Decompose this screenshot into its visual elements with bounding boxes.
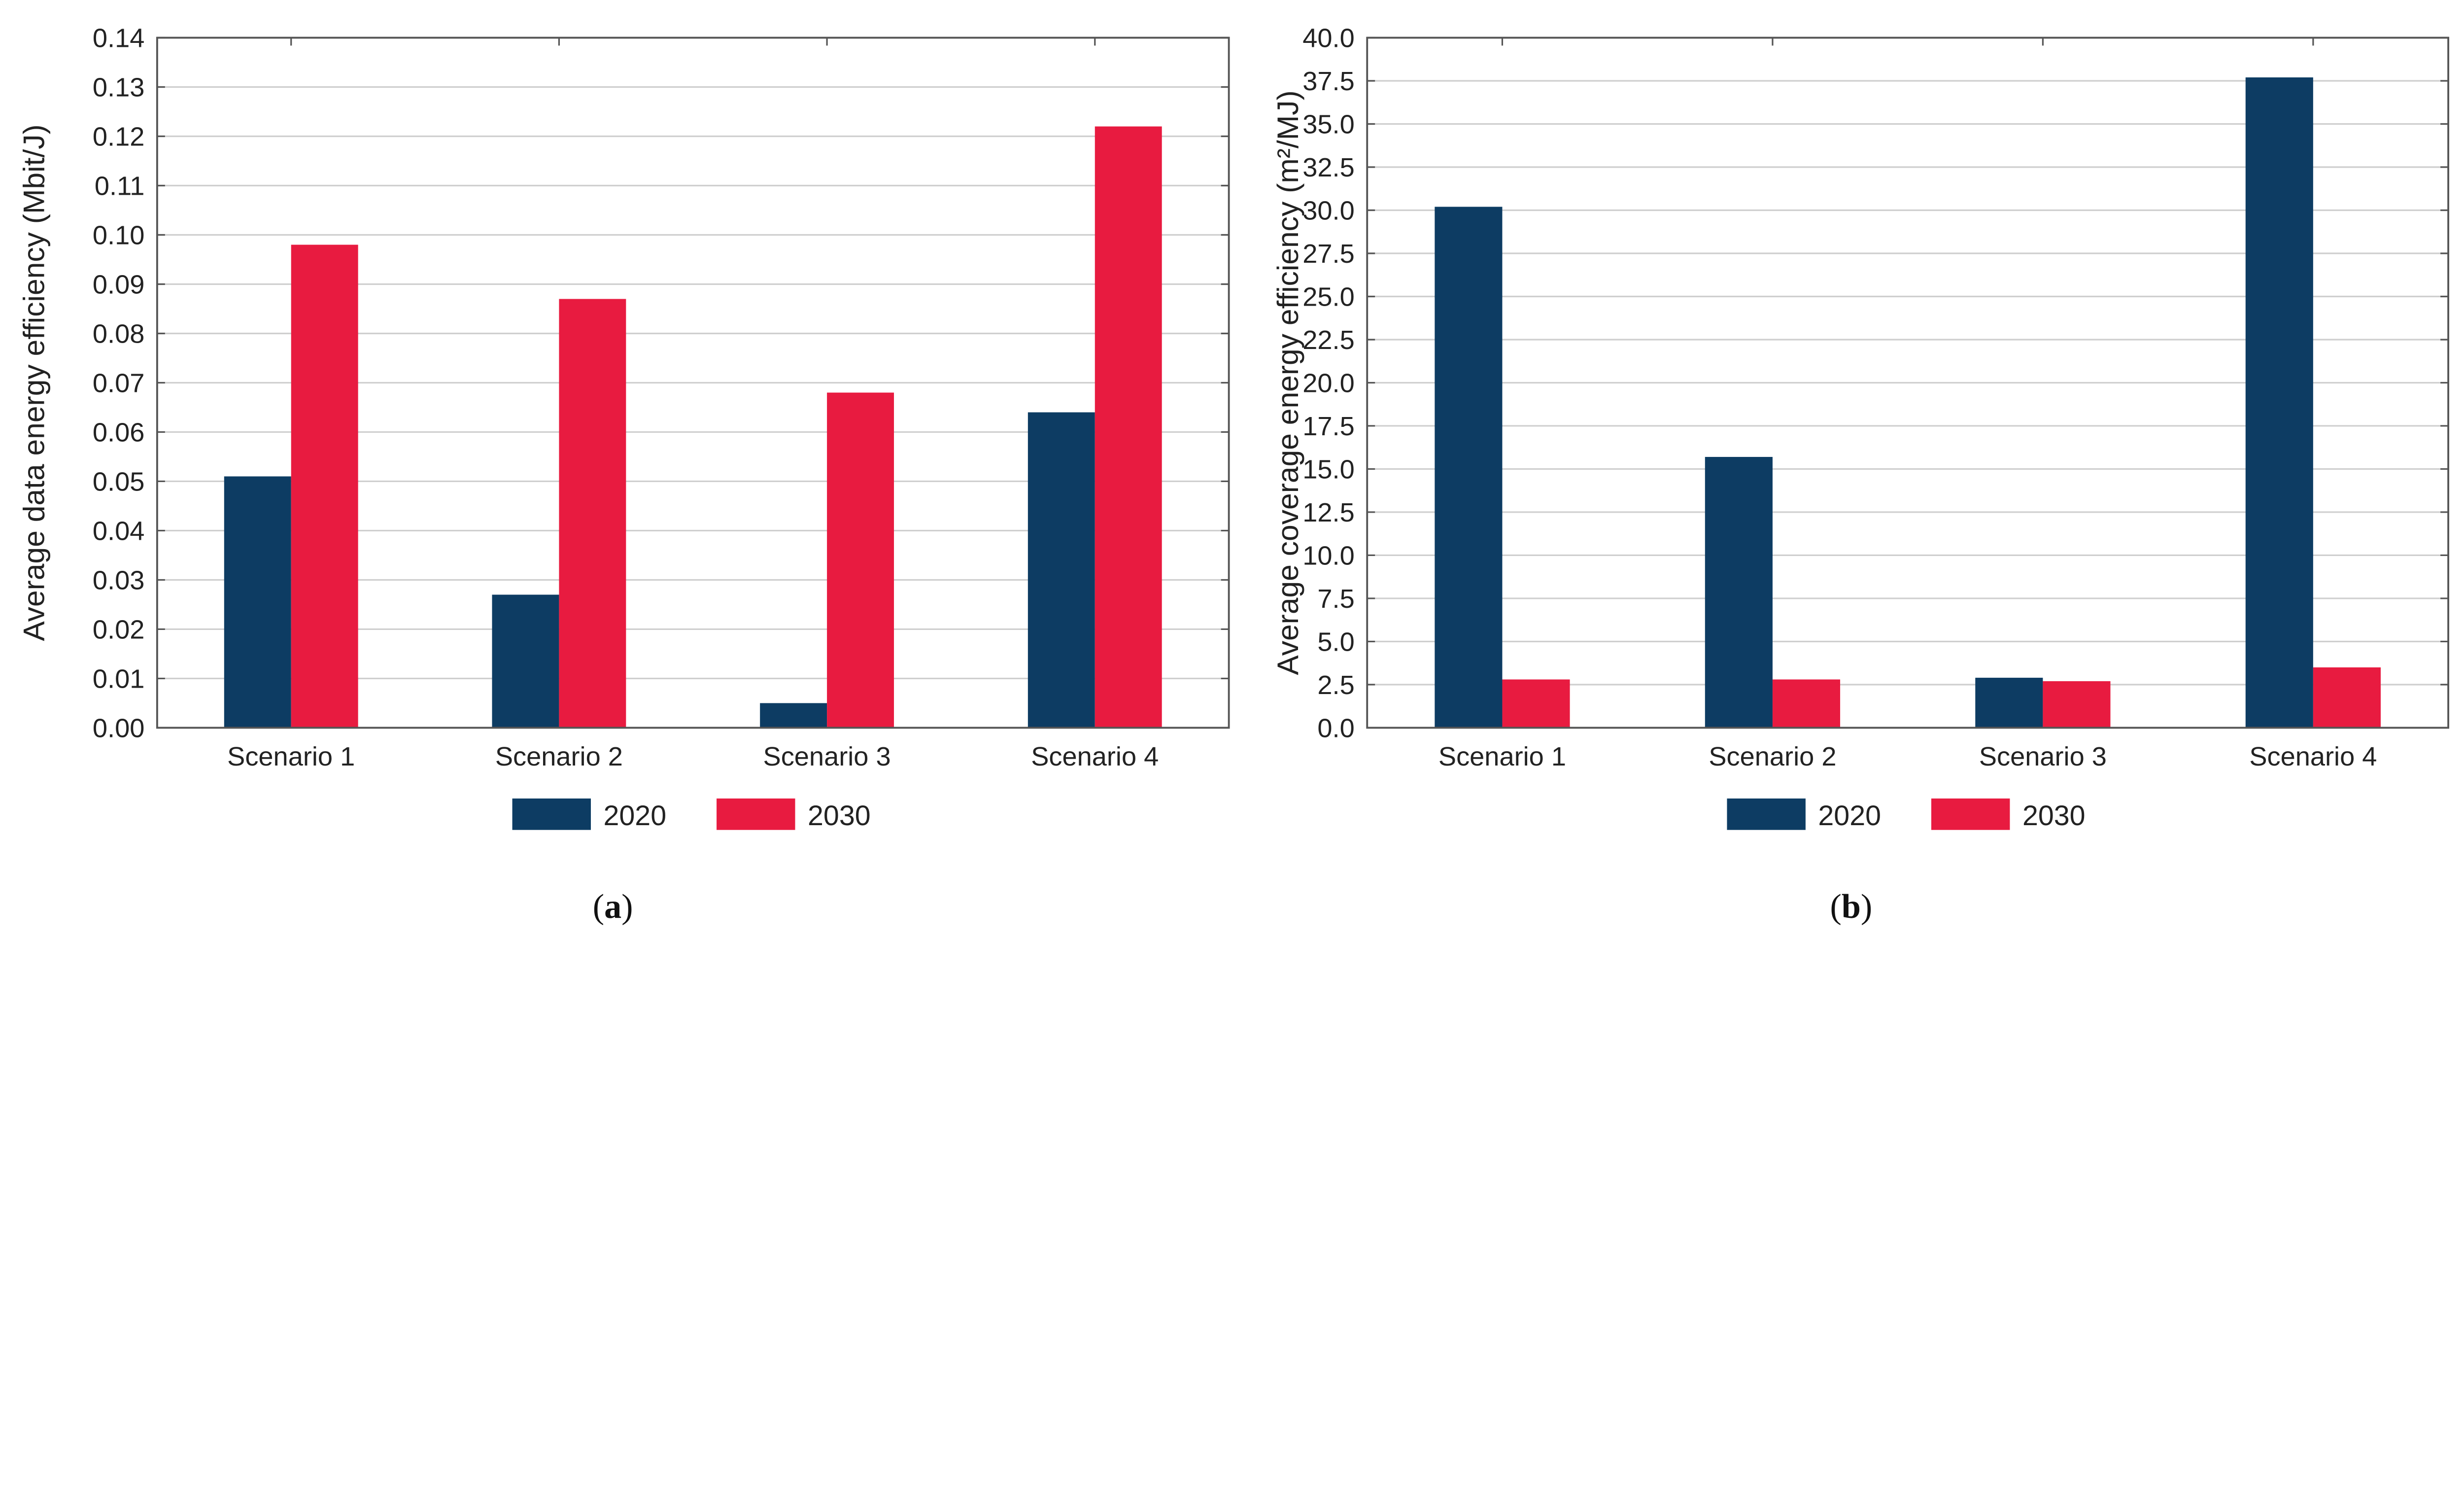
y-tick-label: 2.5 — [1317, 670, 1354, 700]
bar-2030-1 — [1502, 679, 1570, 728]
y-tick-label: 0.00 — [93, 714, 144, 743]
legend-label: 2020 — [603, 800, 666, 832]
bar-2030-1 — [291, 244, 358, 728]
bar-2030-3 — [827, 392, 894, 728]
y-tick-label: 0.08 — [93, 319, 144, 349]
x-tick-label: Scenario 2 — [1709, 742, 1836, 771]
y-tick-label: 0.06 — [93, 418, 144, 448]
panel-caption: (a) — [593, 887, 633, 926]
y-tick-label: 0.12 — [93, 122, 144, 152]
y-tick-label: 22.5 — [1302, 325, 1354, 355]
y-tick-label: 0.11 — [95, 172, 144, 201]
x-tick-label: Scenario 3 — [1979, 742, 2107, 771]
x-tick-label: Scenario 3 — [763, 742, 891, 771]
bar-2020-2 — [492, 594, 559, 728]
y-tick-label: 0.05 — [93, 467, 144, 497]
bar-2020-4 — [2245, 77, 2313, 728]
y-tick-label: 25.0 — [1302, 282, 1354, 312]
legend-swatch-2020 — [1727, 798, 1806, 830]
y-tick-label: 10.0 — [1302, 541, 1354, 571]
y-tick-label: 37.5 — [1302, 67, 1354, 96]
y-tick-label: 15.0 — [1302, 455, 1354, 485]
y-tick-label: 0.03 — [93, 566, 144, 595]
legend-label: 2030 — [2022, 800, 2086, 832]
bar-2030-2 — [1772, 679, 1841, 728]
y-tick-label: 32.5 — [1302, 153, 1354, 182]
bar-2030-3 — [2043, 681, 2111, 728]
y-tick-label: 12.5 — [1302, 498, 1354, 527]
y-axis-label: Average data energy efficiency (Mbit/J) — [17, 124, 50, 641]
y-tick-label: 0.13 — [93, 73, 144, 103]
plot-frame — [1366, 36, 2450, 729]
y-tick-label: 0.07 — [93, 369, 144, 398]
figure: 0.00 0.01 0.02 0.03 0.04 0.05 0.06 0.07 0.08 0.09… — [17, 24, 2450, 926]
y-tick-label: 40.0 — [1302, 24, 1354, 53]
panel-caption: (b) — [1830, 887, 1873, 926]
y-tick-label: 5.0 — [1317, 627, 1354, 657]
y-tick-label: 20.0 — [1302, 369, 1354, 398]
x-tick-label: Scenario 4 — [1031, 742, 1159, 771]
legend-label: 2020 — [1818, 800, 1881, 832]
chart-b: 0.0 2.5 5.0 7.5 10.0 12.5 15.0 17.5 20.0 22.5 25.0… — [1271, 24, 2450, 926]
bar-2020-1 — [224, 476, 291, 728]
x-tick-label: Scenario 1 — [227, 742, 355, 771]
bar-2020-3 — [760, 703, 827, 728]
y-tick-label: 0.09 — [93, 270, 144, 300]
bar-2020-4 — [1027, 412, 1095, 728]
y-tick-label: 27.5 — [1302, 239, 1354, 269]
legend-label: 2030 — [808, 800, 871, 832]
x-tick-label: Scenario 4 — [2249, 742, 2377, 771]
bar-2020-1 — [1435, 207, 1503, 728]
y-tick-label: 0.02 — [93, 615, 144, 645]
y-tick-label: 0.14 — [93, 24, 144, 53]
y-tick-label: 0.10 — [93, 221, 144, 250]
y-tick-label: 0.04 — [93, 517, 144, 546]
y-axis-label: Average coverage energy efficiency (m²/M… — [1271, 90, 1304, 675]
x-tick-label: Scenario 2 — [495, 742, 623, 771]
y-tick-label: 7.5 — [1317, 584, 1354, 614]
legend-swatch-2020 — [512, 798, 591, 830]
x-tick-label: Scenario 1 — [1438, 742, 1566, 771]
y-tick-label: 0.01 — [93, 664, 144, 694]
y-tick-label: 30.0 — [1302, 196, 1354, 226]
bar-2020-3 — [1975, 677, 2043, 728]
bar-2030-2 — [559, 299, 626, 728]
legend-swatch-2030 — [1931, 798, 2010, 830]
y-tick-label: 35.0 — [1302, 110, 1354, 139]
plot-frame — [156, 36, 1230, 729]
bar-2030-4 — [2313, 667, 2381, 728]
chart-a: 0.00 0.01 0.02 0.03 0.04 0.05 0.06 0.07 0.08 0.09… — [17, 24, 1230, 926]
y-tick-label: 17.5 — [1302, 412, 1354, 441]
y-tick-label: 0.0 — [1317, 714, 1354, 743]
bar-2020-2 — [1705, 456, 1773, 728]
bar-2030-4 — [1095, 126, 1162, 728]
legend-swatch-2030 — [717, 798, 795, 830]
